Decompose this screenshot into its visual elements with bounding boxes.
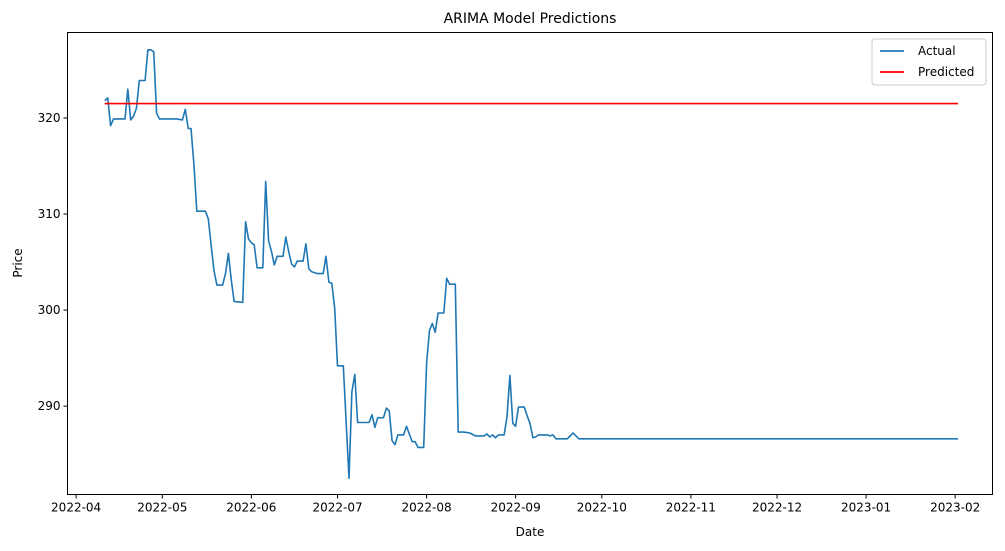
x-tick-label: 2022-08 bbox=[402, 501, 452, 515]
series-line-actual bbox=[104, 48, 958, 480]
x-tick-label: 2022-07 bbox=[312, 501, 362, 515]
y-axis-label: Price bbox=[11, 248, 25, 277]
y-tick-label: 300 bbox=[38, 303, 61, 317]
x-tick-label: 2022-10 bbox=[577, 501, 627, 515]
legend-label-predicted: Predicted bbox=[918, 65, 974, 79]
x-tick-label: 2022-11 bbox=[666, 501, 716, 515]
y-axis: 290 300 310 320 bbox=[38, 111, 68, 413]
x-axis-label: Date bbox=[516, 525, 545, 539]
x-tick-label: 2023-02 bbox=[930, 501, 980, 515]
x-tick-label: 2022-12 bbox=[752, 501, 802, 515]
x-axis: 2022-04 2022-05 2022-06 2022-07 2022-08 2022-… bbox=[51, 494, 980, 515]
legend-label-actual: Actual bbox=[918, 44, 956, 58]
plot-frame bbox=[67, 32, 993, 495]
y-tick-label: 310 bbox=[38, 207, 61, 221]
x-tick-label: 2022-04 bbox=[51, 501, 101, 515]
x-tick-label: 2022-05 bbox=[137, 501, 187, 515]
x-tick-label: 2022-06 bbox=[226, 501, 276, 515]
y-tick-label: 290 bbox=[38, 399, 61, 413]
plot-area bbox=[104, 48, 958, 480]
x-tick-label: 2022-09 bbox=[491, 501, 541, 515]
x-tick-label: 2023-01 bbox=[841, 501, 891, 515]
legend: Actual Predicted bbox=[871, 38, 987, 86]
y-tick-label: 320 bbox=[38, 111, 61, 125]
chart-title: ARIMA Model Predictions bbox=[444, 11, 617, 27]
